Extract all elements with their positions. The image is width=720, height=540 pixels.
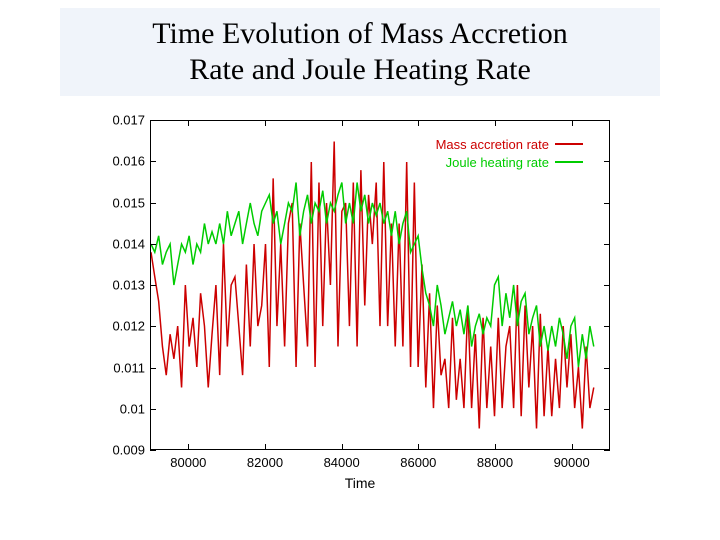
xtick-label: 86000: [400, 455, 436, 470]
ytick-label: 0.009: [90, 443, 145, 458]
legend-swatch: [555, 161, 583, 163]
legend: Mass accretion rate Joule heating rate: [436, 135, 583, 171]
legend-item-joule-heating: Joule heating rate: [436, 153, 583, 171]
title-line1: Time Evolution of Mass Accretion: [72, 16, 648, 52]
xtick-label: 80000: [170, 455, 206, 470]
ytick-label: 0.015: [90, 195, 145, 210]
ytick-label: 0.013: [90, 278, 145, 293]
legend-swatch: [555, 143, 583, 145]
xtick-label: 84000: [324, 455, 360, 470]
x-axis-label: Time: [90, 475, 630, 491]
mass-accretion-line: [151, 141, 594, 428]
legend-item-mass-accretion: Mass accretion rate: [436, 135, 583, 153]
ytick-label: 0.014: [90, 236, 145, 251]
ytick-label: 0.012: [90, 319, 145, 334]
xtick-label: 82000: [247, 455, 283, 470]
legend-label: Mass accretion rate: [436, 137, 549, 152]
time-evolution-chart: Mass accretion rate Joule heating rate 0…: [90, 110, 630, 500]
title-line2: Rate and Joule Heating Rate: [72, 52, 648, 88]
plot-area: Mass accretion rate Joule heating rate: [150, 120, 610, 450]
ytick-label: 0.017: [90, 113, 145, 128]
ytick-label: 0.016: [90, 154, 145, 169]
xtick-label: 90000: [554, 455, 590, 470]
ytick-label: 0.011: [90, 360, 145, 375]
legend-label: Joule heating rate: [446, 155, 549, 170]
slide-title: Time Evolution of Mass Accretion Rate an…: [60, 8, 660, 96]
ytick-label: 0.01: [90, 401, 145, 416]
xtick-label: 88000: [477, 455, 513, 470]
